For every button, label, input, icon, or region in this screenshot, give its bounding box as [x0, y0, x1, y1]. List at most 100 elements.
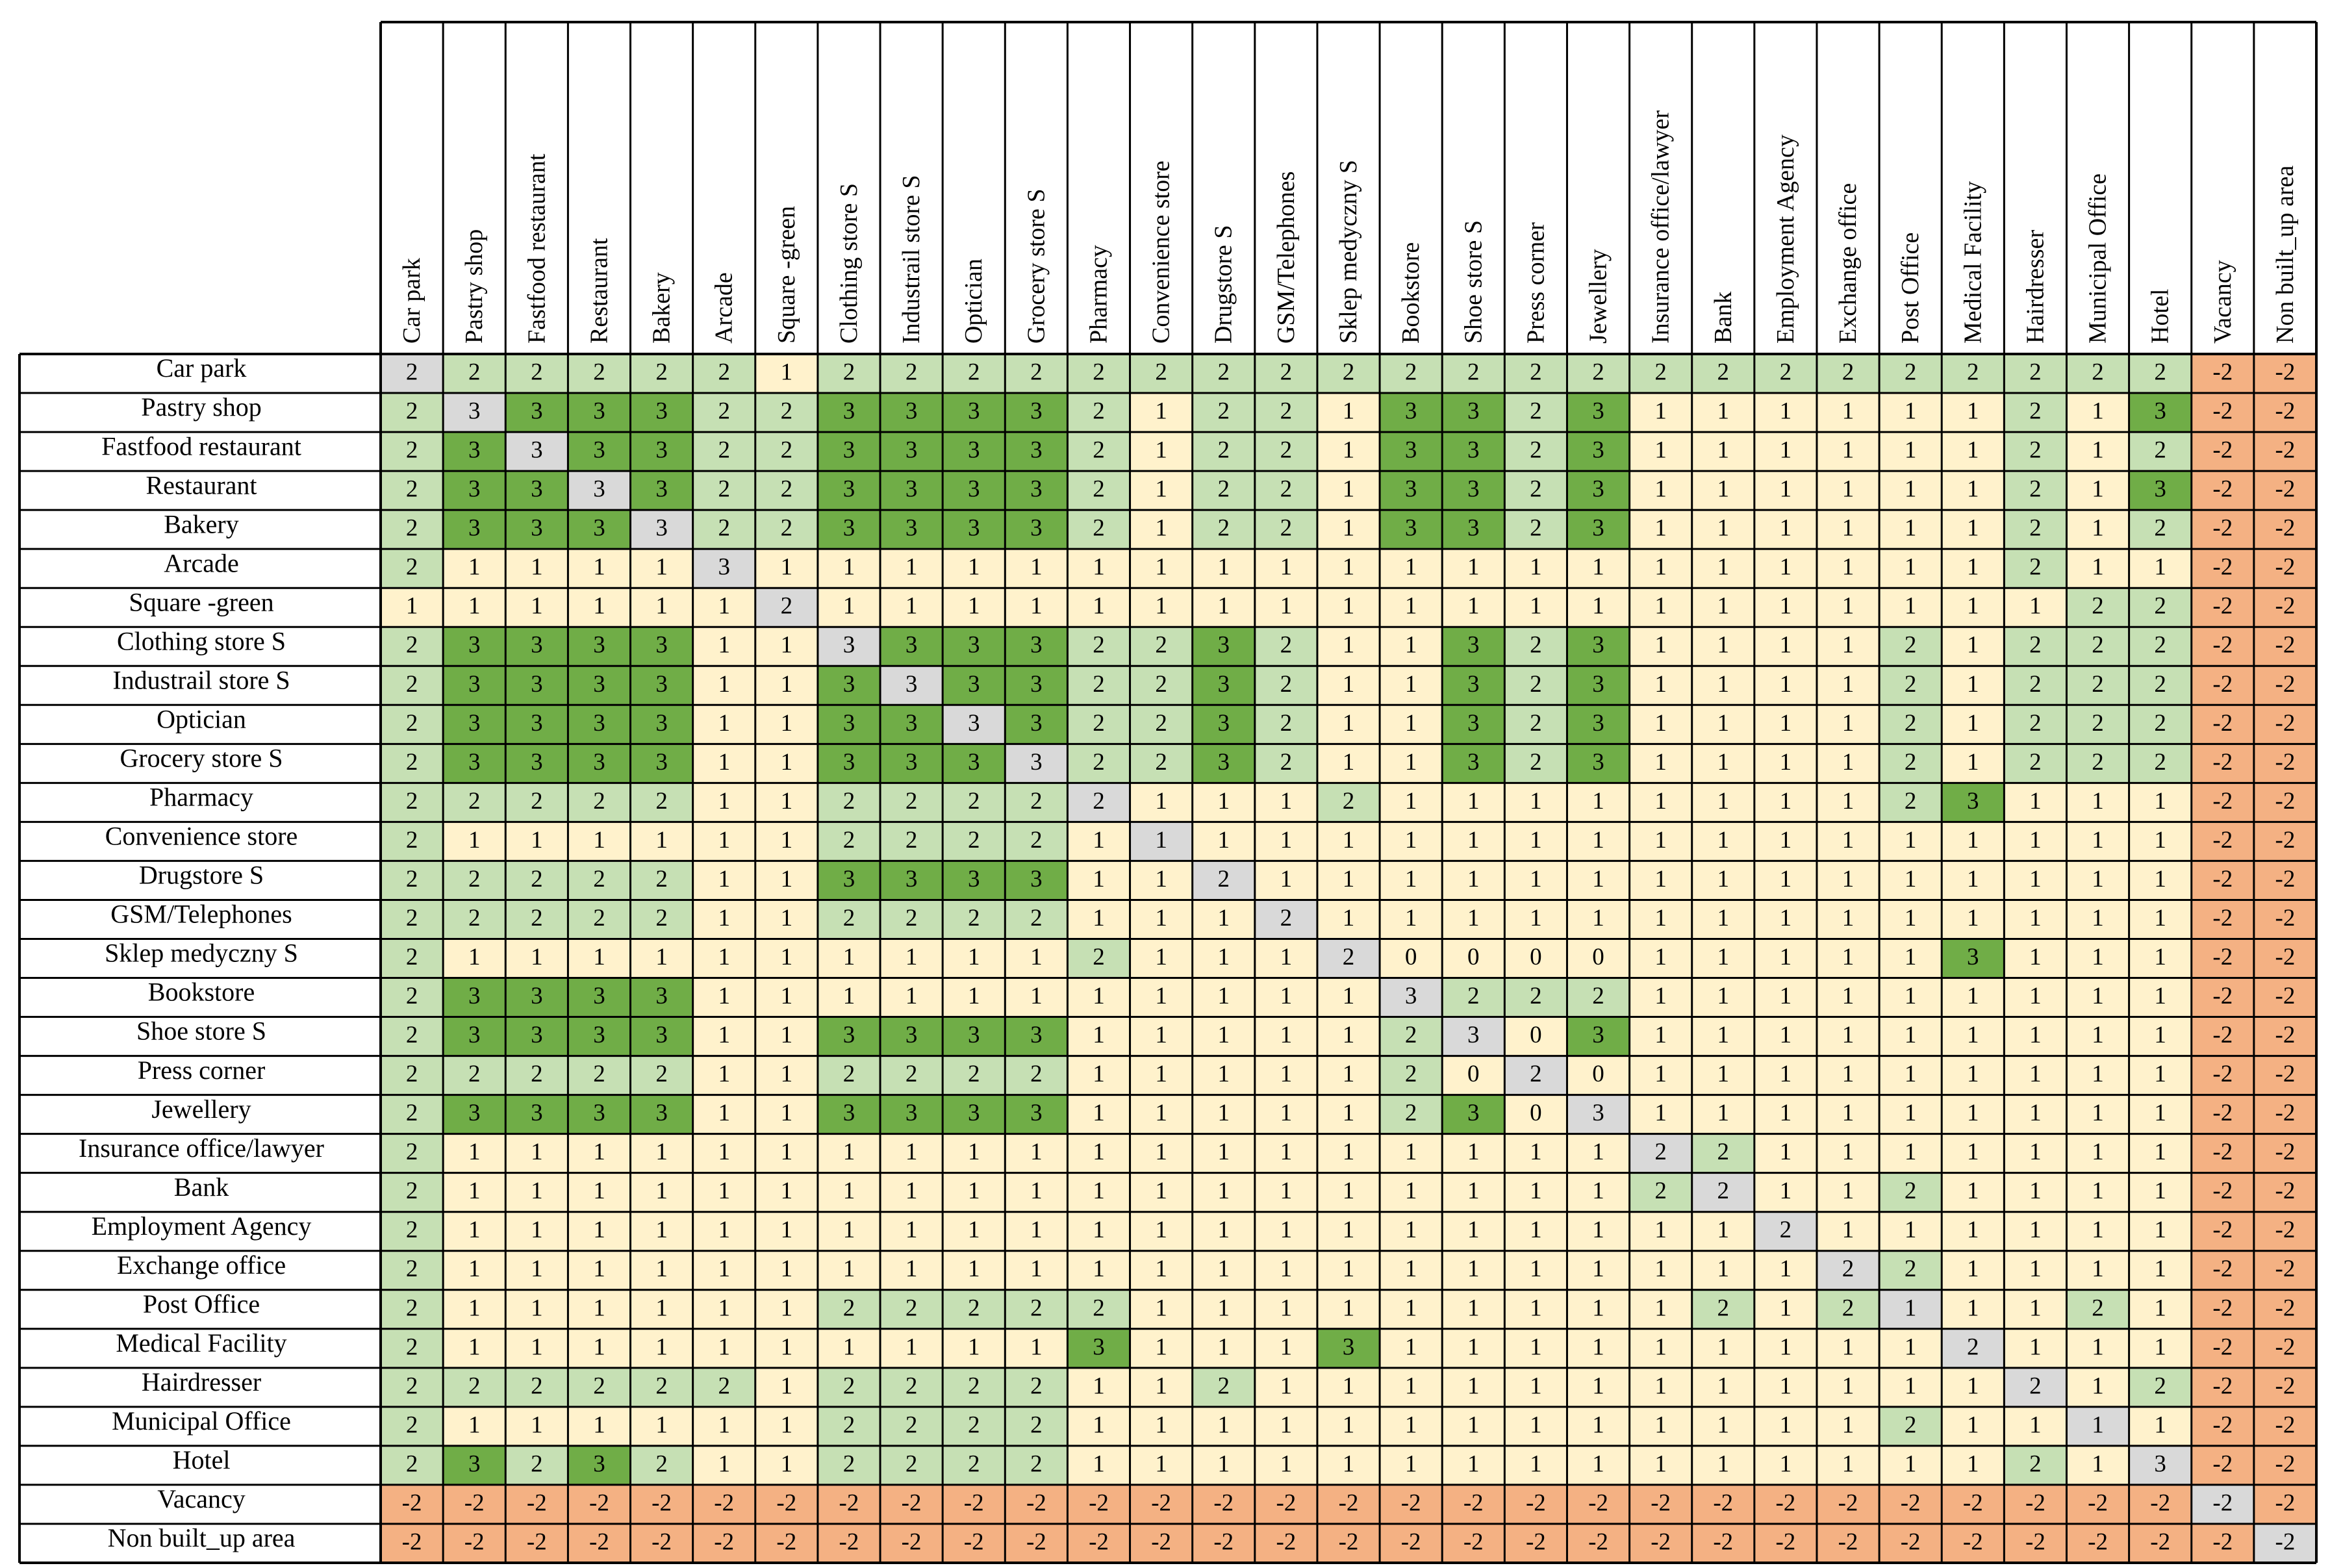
matrix-cell — [1005, 1172, 1068, 1212]
matrix-cell — [817, 1094, 881, 1134]
cell-value-label: 1 — [1093, 1022, 1105, 1048]
cell-value-label: 1 — [1905, 1061, 1917, 1087]
cell-value-label: 1 — [1217, 554, 1230, 581]
cell-value-label: -2 — [2212, 1295, 2233, 1321]
cell-value-label: 3 — [1467, 398, 1480, 425]
cell-value-label: 1 — [655, 1334, 668, 1360]
matrix-cell — [1942, 666, 2005, 705]
matrix-cell — [1567, 822, 1630, 861]
column-label-non-built-up-area: Non built_up area — [2272, 165, 2299, 344]
cell-value-label: 3 — [1592, 749, 1604, 776]
matrix-cell — [1629, 744, 1692, 783]
matrix-cell — [2191, 1017, 2254, 1056]
cell-value-label: 1 — [1905, 866, 1917, 892]
cell-value-label: 3 — [468, 1100, 481, 1126]
matrix-cell — [817, 510, 881, 550]
cell-value-label: 1 — [1592, 593, 1604, 620]
matrix-cell — [1380, 666, 1443, 705]
matrix-cell — [1504, 471, 1567, 511]
matrix-cell — [1879, 705, 1942, 744]
cell-value-label: 3 — [1030, 749, 1043, 776]
cell-value-label: 3 — [843, 749, 855, 776]
cell-value-label: 1 — [1155, 398, 1167, 425]
cell-value-label: 1 — [1030, 1178, 1043, 1204]
matrix-cell — [2004, 393, 2067, 433]
cell-value-label: 1 — [1967, 437, 1979, 464]
cell-value-label: 3 — [1467, 632, 1480, 659]
matrix-cell — [1442, 471, 1505, 511]
matrix-cell — [755, 705, 818, 744]
cell-value-label: 2 — [1217, 1372, 1230, 1399]
matrix-cell — [443, 1250, 506, 1290]
cell-value-label: -2 — [2212, 1372, 2233, 1399]
matrix-cell — [943, 705, 1006, 744]
cell-value-label: 1 — [1217, 1256, 1230, 1282]
cell-value-label: 3 — [593, 515, 605, 542]
matrix-cell — [1317, 1133, 1380, 1173]
row-label-pharmacy: Pharmacy — [149, 783, 253, 812]
cell-value-label: 1 — [1717, 827, 1730, 854]
matrix-cell — [1691, 666, 1754, 705]
cell-value-label: 1 — [905, 1139, 918, 1165]
matrix-cell — [2004, 627, 2067, 666]
matrix-cell — [755, 744, 818, 783]
row-label-square-green: Square -green — [129, 587, 273, 616]
cell-value-label: -2 — [2212, 710, 2233, 737]
cell-value-label: -2 — [1213, 1489, 1234, 1516]
column-label-vacancy: Vacancy — [2209, 260, 2236, 344]
cell-value-label: 2 — [531, 1061, 543, 1087]
cell-value-label: 2 — [781, 398, 793, 425]
cell-value-label: 2 — [2092, 1295, 2104, 1321]
cell-value-label: -2 — [2275, 359, 2296, 386]
matrix-cell — [1816, 1094, 1880, 1134]
matrix-cell — [1380, 1211, 1443, 1251]
cell-value-label: 1 — [1093, 905, 1105, 931]
cell-value-label: 2 — [655, 1372, 668, 1399]
matrix-cell — [1504, 744, 1567, 783]
matrix-cell — [1317, 1211, 1380, 1251]
cell-value-label: 2 — [2029, 1372, 2042, 1399]
cell-value-label: 1 — [1780, 1061, 1792, 1087]
matrix-cell — [880, 588, 943, 627]
cell-value-label: -2 — [652, 1489, 672, 1516]
matrix-cell — [1754, 939, 1817, 978]
matrix-cell — [1567, 705, 1630, 744]
cell-value-label: 1 — [1905, 1450, 1917, 1477]
cell-value-label: 1 — [1967, 515, 1979, 542]
cell-value-label: 1 — [718, 788, 730, 815]
cell-value-label: 1 — [1155, 1022, 1167, 1048]
matrix-cell — [1005, 627, 1068, 666]
matrix-cell — [1567, 432, 1630, 472]
cell-value-label: 1 — [1780, 749, 1792, 776]
matrix-cell — [755, 432, 818, 472]
cell-value-label: 1 — [2154, 866, 2166, 892]
cell-value-label: -2 — [1526, 1528, 1546, 1555]
matrix-cell — [1317, 627, 1380, 666]
cell-value-label: 1 — [1155, 554, 1167, 581]
matrix-cell — [817, 549, 881, 588]
cell-value-label: 1 — [1217, 1178, 1230, 1204]
matrix-cell — [1005, 354, 1068, 394]
cell-value-label: 1 — [1592, 788, 1604, 815]
cell-value-label: 1 — [1343, 476, 1355, 503]
cell-value-label: 1 — [1155, 1372, 1167, 1399]
cell-value-label: 3 — [1467, 515, 1480, 542]
cell-value-label: 1 — [718, 1334, 730, 1360]
matrix-cell — [1442, 588, 1505, 627]
matrix-cell — [1005, 549, 1068, 588]
matrix-cell — [2004, 549, 2067, 588]
cell-value-label: 3 — [1405, 515, 1417, 542]
matrix-cell — [443, 393, 506, 433]
cell-value-label: 2 — [1155, 359, 1167, 386]
cell-value-label: 1 — [1654, 1256, 1667, 1282]
cell-value-label: 1 — [1530, 1372, 1542, 1399]
cell-value-label: 2 — [406, 398, 418, 425]
cell-value-label: -2 — [2212, 1061, 2233, 1087]
matrix-cell — [630, 588, 693, 627]
cell-value-label: 1 — [1967, 1178, 1979, 1204]
cell-value-label: 1 — [2092, 788, 2104, 815]
cell-value-label: 1 — [1280, 1178, 1293, 1204]
matrix-cell — [1380, 471, 1443, 511]
matrix-cell — [755, 1133, 818, 1173]
matrix-cell — [505, 1133, 568, 1173]
